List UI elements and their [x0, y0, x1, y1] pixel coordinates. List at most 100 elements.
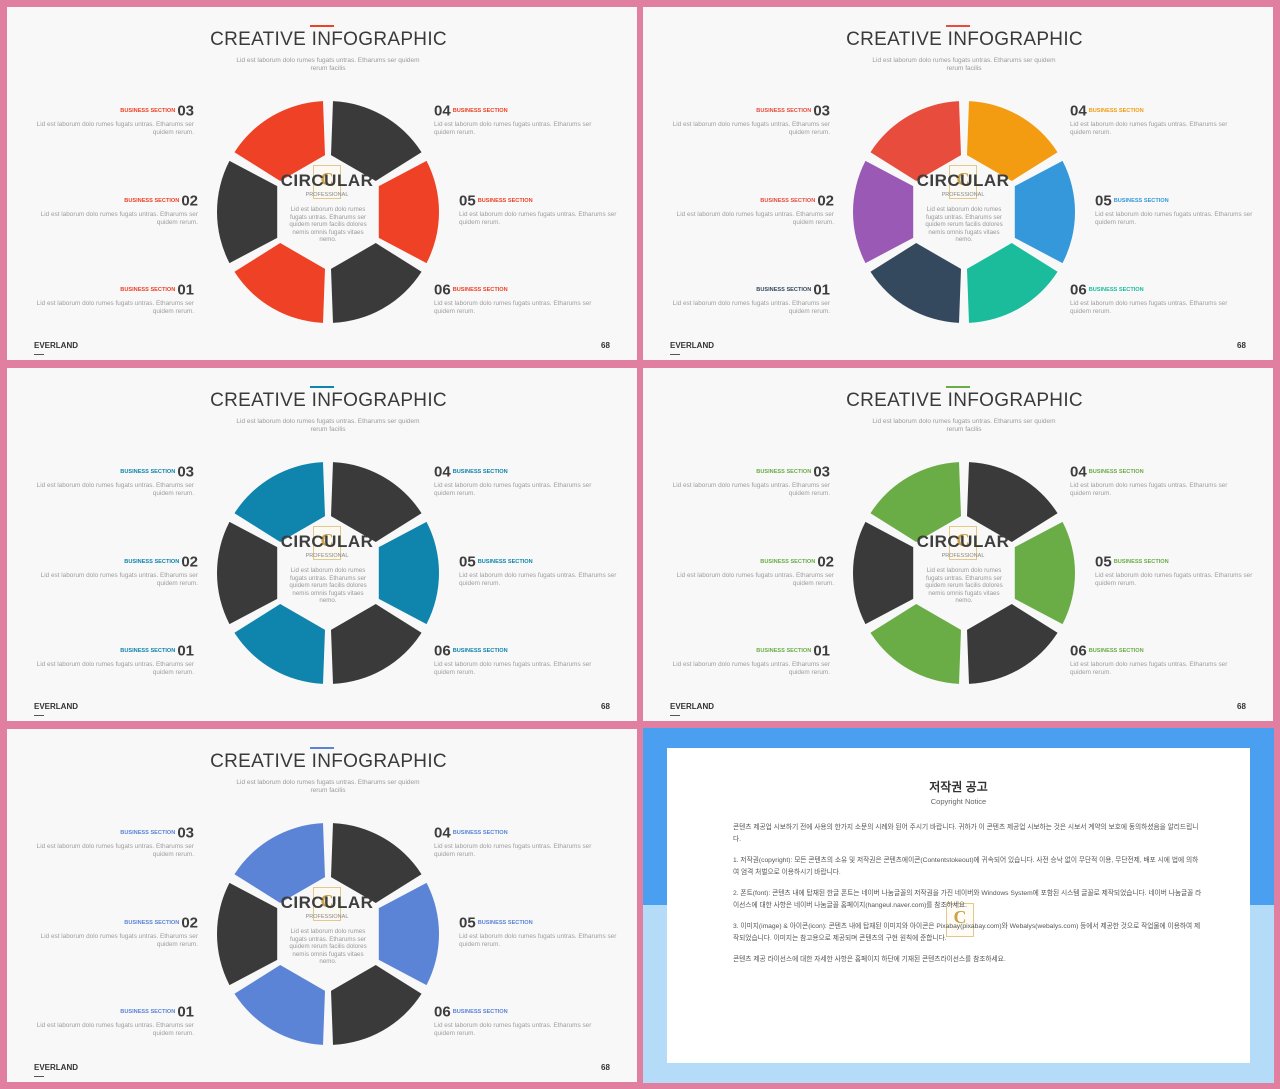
section-label: BUSINESS SECTION — [756, 647, 812, 654]
notice-paragraph: 2. 폰트(font): 콘텐츠 내에 탑재된 한글 폰트는 네이버 나눔글꼴의… — [733, 890, 1202, 909]
item-number: 02 — [181, 192, 198, 210]
section-label: BUSINESS SECTION — [756, 286, 812, 293]
notice-paragraph: 콘텐츠 제공업 시보하기 전에 사용의 한가지 소문의 시례와 된어 주시기 바… — [733, 824, 1199, 843]
item-02: BUSINESS SECTION 02 Lid est laborum dolo … — [664, 553, 834, 587]
section-label: BUSINESS SECTION — [477, 558, 533, 565]
ring-segment-04 — [966, 101, 1058, 181]
notice-paragraph: 1. 저작권(copyright): 모든 콘텐츠의 소유 및 저작권은 콘텐츠… — [733, 857, 1199, 876]
item-number: 01 — [813, 281, 830, 299]
ring-segment-04 — [330, 101, 422, 181]
item-02: BUSINESS SECTION 02 Lid est laborum dolo … — [28, 192, 198, 226]
ring-segment-02 — [216, 882, 278, 986]
item-01: BUSINESS SECTION 01 Lid est laborum dolo … — [660, 642, 830, 676]
item-02: BUSINESS SECTION 02 Lid est laborum dolo … — [28, 914, 198, 948]
page-number: 68 — [1237, 702, 1246, 711]
ring-segment-06 — [966, 243, 1058, 323]
footer-brand: EVERLAND — [670, 702, 715, 716]
watermark-logo: C — [313, 165, 341, 199]
section-label: BUSINESS SECTION — [120, 286, 176, 293]
item-05: 05 BUSINESS SECTION Lid est laborum dolo … — [459, 192, 629, 226]
section-label: BUSINESS SECTION — [120, 647, 176, 654]
item-description: Lid est laborum dolo rumes fugats untras… — [40, 933, 198, 948]
ring-segment-06 — [330, 243, 422, 323]
ring-segment-03 — [234, 823, 326, 903]
slide-1[interactable]: CREATIVE INFOGRAPHIC Lid est laborum dol… — [7, 7, 637, 360]
item-04: 04 BUSINESS SECTION Lid est laborum dolo … — [1070, 102, 1240, 136]
circular-ring-diagram — [216, 823, 439, 1045]
ring-segment-02 — [853, 160, 914, 264]
item-number: 05 — [1095, 192, 1112, 210]
center-description: Lid est laborum dolo rumes fugats untras… — [289, 928, 367, 965]
section-label: BUSINESS SECTION — [120, 1008, 176, 1015]
item-number: 05 — [459, 553, 476, 571]
circular-ring-diagram — [216, 462, 439, 684]
ring-segment-03 — [234, 462, 326, 542]
item-description: Lid est laborum dolo rumes fugats untras… — [434, 300, 592, 315]
page-number: 68 — [601, 702, 610, 711]
item-number: 05 — [459, 192, 476, 210]
slide-2[interactable]: CREATIVE INFOGRAPHIC Lid est laborum dol… — [643, 7, 1273, 360]
item-number: 01 — [177, 642, 194, 660]
ring-segment-06 — [330, 604, 422, 684]
ring-segment-04 — [330, 823, 422, 903]
item-description: Lid est laborum dolo rumes fugats untras… — [434, 121, 592, 136]
circular-ring-diagram — [853, 462, 1075, 684]
title-accent-line — [946, 25, 970, 27]
section-label: BUSINESS SECTION — [477, 919, 533, 926]
ring-segment-03 — [234, 101, 326, 181]
section-label: BUSINESS SECTION — [1088, 647, 1144, 654]
footer-brand: EVERLAND — [34, 702, 79, 716]
circular-ring-diagram — [853, 101, 1075, 323]
center-subtitle: PROFESSIONAL — [941, 553, 985, 559]
item-description: Lid est laborum dolo rumes fugats untras… — [676, 211, 834, 226]
section-label: BUSINESS SECTION — [120, 829, 176, 836]
slide-4[interactable]: CREATIVE INFOGRAPHIC Lid est laborum dol… — [643, 368, 1273, 721]
section-label: BUSINESS SECTION — [452, 107, 508, 114]
item-05: 05 BUSINESS SECTION Lid est laborum dolo … — [1095, 553, 1265, 587]
item-06: 06 BUSINESS SECTION Lid est laborum dolo … — [434, 642, 604, 676]
slide-5[interactable]: CREATIVE INFOGRAPHIC Lid est laborum dol… — [7, 729, 637, 1082]
item-05: 05 BUSINESS SECTION Lid est laborum dolo … — [1095, 192, 1265, 226]
notice-paragraph: 콘텐츠 제공 라이선스에 대한 자세한 사항은 홈페이지 하단에 기재된 콘텐츠… — [733, 956, 1006, 963]
ring-segment-02 — [216, 521, 278, 625]
item-number: 04 — [1070, 102, 1087, 120]
slide-title: CREATIVE INFOGRAPHIC — [846, 29, 1083, 50]
ring-segment-01 — [870, 604, 962, 684]
section-label: BUSINESS SECTION — [760, 197, 816, 204]
item-number: 03 — [177, 824, 194, 842]
watermark-logo: C — [313, 526, 341, 560]
item-number: 01 — [813, 642, 830, 660]
item-description: Lid est laborum dolo rumes fugats untras… — [672, 121, 830, 136]
item-description: Lid est laborum dolo rumes fugats untras… — [672, 300, 830, 315]
center-title: CIRCULAR — [916, 171, 1010, 190]
item-description: Lid est laborum dolo rumes fugats untras… — [672, 661, 830, 676]
item-number: 01 — [177, 281, 194, 299]
item-number: 05 — [1095, 553, 1112, 571]
slide-3[interactable]: CREATIVE INFOGRAPHIC Lid est laborum dol… — [7, 368, 637, 721]
item-06: 06 BUSINESS SECTION Lid est laborum dolo … — [1070, 642, 1240, 676]
item-description: Lid est laborum dolo rumes fugats untras… — [459, 211, 617, 226]
item-03: BUSINESS SECTION 03 Lid est laborum dolo … — [660, 102, 830, 136]
section-label: BUSINESS SECTION — [452, 468, 508, 475]
item-description: Lid est laborum dolo rumes fugats untras… — [36, 843, 194, 858]
title-accent-line — [310, 25, 334, 27]
item-number: 04 — [434, 102, 451, 120]
watermark-logo: C — [313, 887, 341, 921]
ring-segment-02 — [216, 160, 278, 264]
center-title: CIRCULAR — [280, 893, 374, 912]
section-label: BUSINESS SECTION — [452, 647, 508, 654]
section-label: BUSINESS SECTION — [452, 1008, 508, 1015]
item-description: Lid est laborum dolo rumes fugats untras… — [1095, 572, 1253, 587]
ring-segment-03 — [870, 462, 962, 542]
notice-card: 저작권 공고 Copyright Notice C 콘텐츠 제공업 시보하기 전… — [667, 748, 1250, 1063]
ring-segment-01 — [234, 604, 326, 684]
item-01: BUSINESS SECTION 01 Lid est laborum dolo … — [24, 1003, 194, 1037]
section-label: BUSINESS SECTION — [477, 197, 533, 204]
item-description: Lid est laborum dolo rumes fugats untras… — [36, 121, 194, 136]
item-number: 06 — [434, 281, 451, 299]
footer-brand: EVERLAND — [34, 341, 79, 355]
item-description: Lid est laborum dolo rumes fugats untras… — [676, 572, 834, 587]
notice-subtitle: Copyright Notice — [930, 797, 987, 806]
item-description: Lid est laborum dolo rumes fugats untras… — [40, 211, 198, 226]
item-03: BUSINESS SECTION 03 Lid est laborum dolo … — [24, 102, 194, 136]
